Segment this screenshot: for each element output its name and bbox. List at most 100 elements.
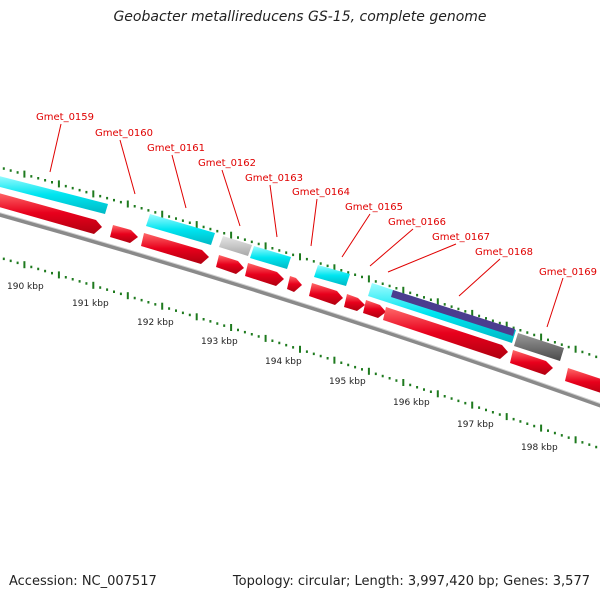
inner-track-minor-tick bbox=[526, 422, 529, 425]
inner-track-minor-tick bbox=[99, 286, 102, 289]
inner-track-minor-tick bbox=[113, 290, 115, 293]
gene-label[interactable]: Gmet_0161 bbox=[147, 143, 205, 154]
outer-track-minor-tick bbox=[312, 260, 315, 263]
gene-label[interactable]: Gmet_0162 bbox=[198, 158, 256, 169]
outer-track-major-tick bbox=[436, 298, 439, 306]
cds-arrow-6[interactable] bbox=[287, 276, 302, 292]
inner-tick-track bbox=[2, 257, 598, 449]
inner-track-minor-tick bbox=[485, 408, 487, 412]
outer-track-minor-tick bbox=[429, 298, 432, 301]
inner-track-minor-tick bbox=[374, 372, 377, 376]
inner-track-major-tick bbox=[23, 261, 26, 269]
outer-track-major-tick bbox=[161, 210, 164, 218]
inner-track-minor-tick bbox=[312, 352, 315, 356]
inner-track-major-tick bbox=[299, 345, 301, 353]
gene-label[interactable]: Gmet_0167 bbox=[432, 232, 490, 243]
inner-track-minor-tick bbox=[395, 379, 398, 382]
inner-track-minor-tick bbox=[443, 395, 446, 398]
gene-label[interactable]: Gmet_0166 bbox=[388, 217, 446, 228]
cds-arrow-8[interactable] bbox=[344, 294, 365, 311]
inner-track-minor-tick bbox=[168, 307, 171, 310]
inner-track-major-tick bbox=[471, 401, 474, 409]
outer-track-minor-tick bbox=[567, 345, 570, 349]
outer-track-minor-tick bbox=[457, 307, 460, 311]
inner-track-minor-tick bbox=[133, 296, 136, 300]
genome-stats-text: Topology: circular; Length: 3,997,420 bp… bbox=[232, 574, 590, 589]
outer-track-minor-tick bbox=[485, 317, 487, 320]
gene-label[interactable]: Gmet_0159 bbox=[36, 112, 94, 123]
inner-track-major-tick bbox=[574, 436, 577, 444]
cds-arrow-10[interactable] bbox=[383, 307, 508, 359]
kbp-label: 191 kbp bbox=[72, 299, 109, 309]
inner-track-minor-tick bbox=[37, 267, 40, 271]
cds-arrow-12[interactable] bbox=[565, 368, 600, 396]
inner-track-minor-tick bbox=[16, 261, 19, 265]
outer-track-major-tick bbox=[471, 309, 474, 317]
outer-track-minor-tick bbox=[106, 196, 109, 200]
inner-track-minor-tick bbox=[202, 318, 205, 321]
outer-track-major-tick bbox=[367, 275, 370, 283]
gene-label[interactable]: Gmet_0160 bbox=[95, 128, 153, 139]
cds-arrow-7[interactable] bbox=[309, 283, 343, 305]
outer-track-major-tick bbox=[195, 221, 198, 229]
cds-feature-gmet-0161[interactable] bbox=[146, 214, 215, 245]
outer-track-minor-tick bbox=[354, 273, 357, 276]
cds-arrow-2[interactable] bbox=[110, 225, 138, 243]
outer-track-major-tick bbox=[505, 321, 508, 329]
cds-arrow-11[interactable] bbox=[510, 350, 553, 375]
cds-feature-gmet-0163[interactable] bbox=[250, 246, 291, 269]
outer-track-minor-tick bbox=[464, 310, 467, 313]
cds-arrow-5[interactable] bbox=[245, 263, 284, 286]
inner-track-minor-tick bbox=[292, 346, 295, 349]
outer-track-minor-tick bbox=[16, 171, 19, 174]
dark-feature-gmet-0169[interactable] bbox=[514, 333, 564, 361]
cds-arrow-9[interactable] bbox=[363, 300, 386, 318]
gene-label[interactable]: Gmet_0163 bbox=[245, 173, 303, 184]
inner-track-minor-tick bbox=[223, 324, 226, 327]
outer-track-minor-tick bbox=[512, 326, 515, 330]
cds-feature-gmet-0159[interactable] bbox=[0, 175, 108, 214]
cds-arrow-4[interactable] bbox=[216, 255, 244, 274]
outer-track-minor-tick bbox=[250, 240, 253, 244]
outer-track-minor-tick bbox=[175, 217, 177, 220]
cds-arrow-1[interactable] bbox=[0, 192, 102, 234]
outer-track-major-tick bbox=[299, 253, 301, 261]
misc-feature-gmet-0162[interactable] bbox=[219, 236, 252, 256]
outer-track-minor-tick bbox=[181, 219, 184, 222]
inner-track-minor-tick bbox=[423, 388, 425, 391]
overlay-feature-gmet-0168[interactable] bbox=[391, 290, 515, 336]
gene-label[interactable]: Gmet_0169 bbox=[539, 267, 597, 278]
inner-track-major-tick bbox=[436, 390, 439, 398]
kbp-label: 192 kbp bbox=[137, 318, 174, 328]
outer-track-minor-tick bbox=[533, 333, 536, 337]
outer-track-minor-tick bbox=[223, 232, 226, 235]
outer-track-minor-tick bbox=[595, 355, 598, 359]
inner-track-minor-tick bbox=[78, 280, 81, 283]
inner-track-major-tick bbox=[92, 281, 95, 289]
inner-track-minor-tick bbox=[457, 399, 460, 403]
inner-track-major-tick bbox=[195, 313, 198, 321]
inner-track-minor-tick bbox=[305, 350, 308, 353]
cds-arrow-3[interactable] bbox=[141, 233, 209, 264]
cds-feature-gmet-0165[interactable] bbox=[314, 265, 350, 286]
inner-track-minor-tick bbox=[547, 429, 549, 432]
gene-label[interactable]: Gmet_0165 bbox=[345, 202, 403, 213]
inner-track-minor-tick bbox=[340, 361, 343, 364]
outer-track-minor-tick bbox=[243, 238, 246, 241]
outer-track-minor-tick bbox=[498, 321, 501, 325]
inner-track-minor-tick bbox=[409, 383, 412, 387]
inner-track-minor-tick bbox=[30, 265, 33, 269]
outer-track-minor-tick bbox=[340, 269, 343, 272]
outer-track-minor-tick bbox=[450, 305, 453, 308]
outer-track-minor-tick bbox=[553, 341, 556, 344]
outer-track-minor-tick bbox=[9, 169, 12, 172]
outer-track-minor-tick bbox=[519, 329, 522, 332]
outer-track-minor-tick bbox=[581, 350, 584, 354]
outer-track-minor-tick bbox=[257, 242, 260, 246]
gene-label[interactable]: Gmet_0164 bbox=[292, 187, 350, 198]
inner-track-minor-tick bbox=[581, 441, 584, 444]
gene-label[interactable]: Gmet_0168 bbox=[475, 247, 533, 258]
outer-track-minor-tick bbox=[278, 249, 281, 252]
inner-track-minor-tick bbox=[237, 328, 239, 332]
